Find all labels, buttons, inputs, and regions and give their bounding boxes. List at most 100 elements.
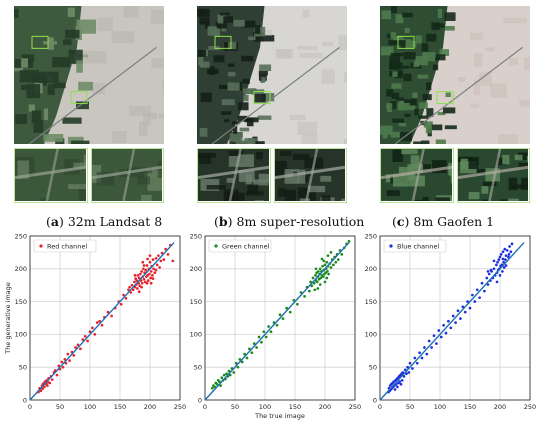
legend-label: Red channel — [47, 242, 87, 250]
data-point — [260, 340, 263, 344]
x-tick-label: 250 — [349, 403, 361, 411]
x-tick-label: 50 — [406, 403, 414, 411]
data-point — [74, 346, 77, 349]
y-tick-label: 100 — [15, 331, 27, 339]
data-point — [325, 260, 329, 264]
data-point — [288, 310, 292, 314]
data-point — [347, 239, 351, 243]
data-point — [336, 258, 340, 261]
y-tick-label: 50 — [19, 364, 27, 372]
data-point — [151, 274, 154, 277]
data-point — [225, 372, 228, 376]
data-point — [483, 289, 486, 293]
data-point — [340, 253, 344, 256]
y-tick-label: 200 — [190, 265, 202, 273]
data-point — [145, 264, 149, 267]
y-tick-label: 200 — [15, 265, 27, 273]
data-point — [269, 330, 273, 334]
x-tick-label: 0 — [203, 403, 207, 411]
data-point — [210, 386, 214, 390]
data-point — [227, 369, 231, 373]
gaofen-image — [380, 6, 530, 144]
data-point — [145, 281, 149, 285]
data-point — [72, 354, 76, 357]
data-point — [133, 274, 137, 277]
x-tick-label: 50 — [231, 403, 239, 411]
data-point — [148, 272, 151, 276]
data-point — [406, 365, 409, 369]
data-point — [139, 272, 142, 276]
data-point — [313, 288, 317, 292]
data-point — [119, 302, 123, 306]
data-point — [327, 272, 330, 276]
data-point — [159, 259, 163, 263]
data-point — [131, 288, 135, 292]
data-point — [334, 260, 338, 264]
data-point — [155, 263, 159, 267]
data-point — [149, 276, 152, 280]
data-point — [255, 346, 258, 349]
data-point — [444, 331, 448, 335]
data-point — [141, 260, 145, 264]
data-point — [405, 372, 408, 376]
data-point — [267, 325, 270, 328]
data-point — [323, 263, 327, 267]
data-point — [166, 253, 170, 256]
x-tick-label: 200 — [494, 403, 506, 411]
data-point — [475, 288, 479, 292]
x-tick-label: 100 — [259, 403, 271, 411]
data-point — [449, 326, 453, 330]
data-point — [430, 346, 433, 349]
y-tick-label: 150 — [365, 298, 377, 306]
data-point — [81, 338, 85, 341]
zoom-inset-right — [457, 148, 530, 203]
data-point — [137, 290, 141, 294]
caption-a-letter: a — [50, 214, 59, 229]
data-point — [487, 272, 491, 276]
data-point — [275, 323, 279, 327]
data-point — [43, 385, 46, 389]
data-point — [41, 387, 44, 391]
scatter-plot-1: 0 50 100 150 200 250 0 50 100 150 200 250 Red channe… — [4, 232, 186, 411]
landsat-image — [14, 6, 164, 144]
zoom-inset-left — [380, 148, 454, 203]
data-point — [55, 373, 59, 377]
data-point — [142, 267, 145, 271]
data-point — [106, 310, 110, 314]
data-point — [509, 250, 513, 254]
y-tick-label: 0 — [23, 396, 27, 404]
data-point — [76, 343, 80, 347]
fit-line — [29, 242, 175, 401]
y-tick-label: 50 — [194, 364, 202, 372]
data-point — [437, 329, 441, 332]
data-point — [232, 371, 236, 374]
data-point — [315, 280, 319, 284]
legend: Blue channel — [383, 239, 447, 253]
data-point — [142, 264, 146, 267]
x-tick-label: 250 — [524, 403, 536, 411]
data-point — [496, 260, 499, 264]
data-point — [122, 293, 125, 297]
data-point — [264, 335, 268, 339]
legend-box — [33, 239, 97, 253]
data-point — [160, 251, 164, 255]
data-point — [128, 285, 131, 289]
x-tick-label: 200 — [144, 403, 156, 411]
data-point — [454, 321, 457, 324]
panel-a — [14, 6, 164, 213]
legend-box — [383, 239, 447, 253]
data-point — [420, 356, 424, 360]
data-point — [403, 368, 407, 372]
data-point — [79, 347, 82, 351]
data-point — [93, 333, 97, 336]
zoom-inset-right — [91, 148, 164, 203]
data-point — [245, 356, 249, 360]
data-point — [238, 357, 242, 361]
data-point — [495, 280, 499, 284]
data-point — [146, 257, 149, 261]
data-point — [319, 276, 323, 280]
zoom-inset-right — [274, 148, 347, 203]
legend-label: Blue channel — [397, 242, 439, 250]
scatter-plot-3: 0 50 100 150 200 250 0 50 100 150 200 250 Blue chann… — [365, 232, 537, 411]
data-point — [213, 385, 216, 389]
